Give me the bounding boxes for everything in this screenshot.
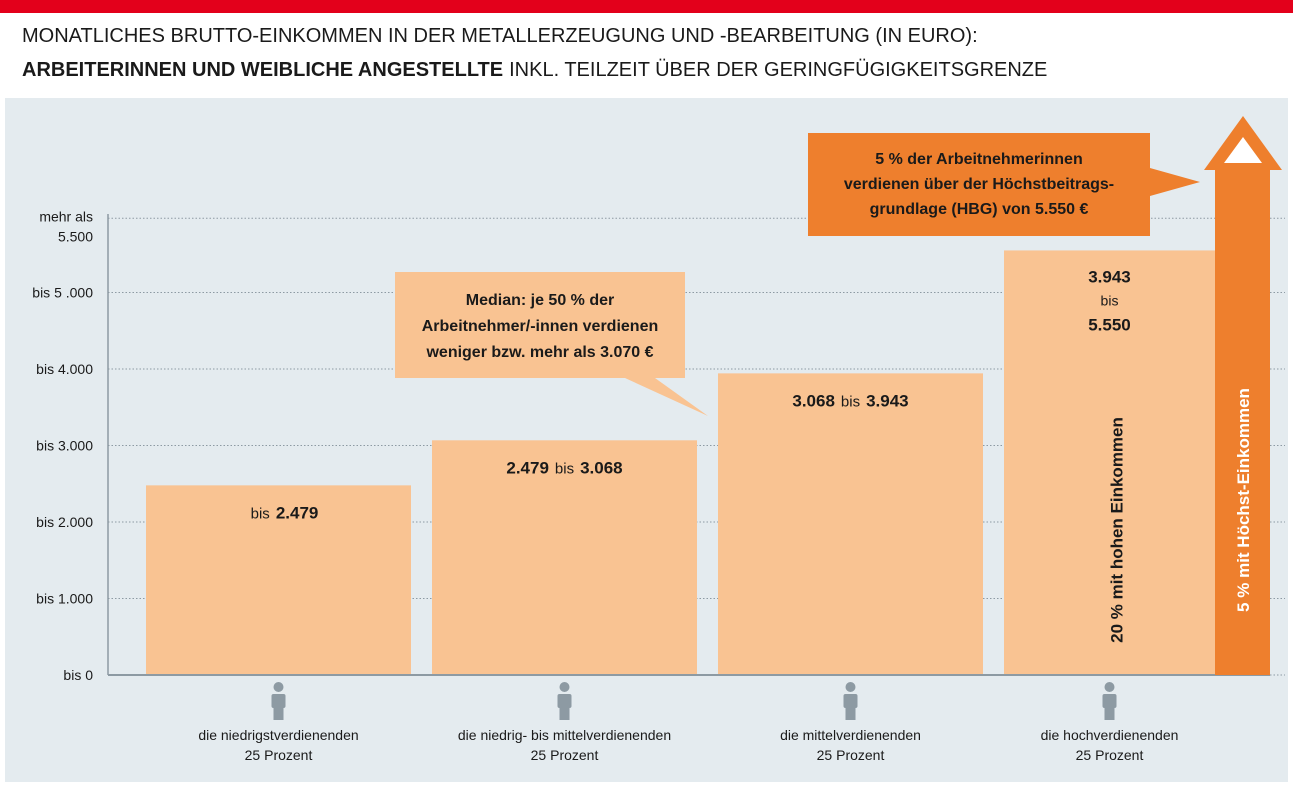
category-label: die hochverdienenden bbox=[1041, 727, 1179, 743]
person-icon bbox=[559, 682, 570, 692]
median-note: Median: je 50 % der bbox=[466, 292, 615, 309]
bar-label-to: 3.068 bbox=[580, 458, 623, 477]
top-arrow-shaft bbox=[1215, 168, 1270, 675]
bar-label-from: 3.943 bbox=[1088, 267, 1131, 286]
bar bbox=[432, 440, 697, 675]
person-icon bbox=[845, 682, 856, 692]
title: MONATLICHES BRUTTO-EINKOMMEN IN DER META… bbox=[22, 25, 978, 47]
subtitle-bold: ARBEITERINNEN UND WEIBLICHE ANGESTELLTE bbox=[22, 59, 503, 81]
category-label: die mittelverdienenden bbox=[780, 727, 921, 743]
subtitle-rest: INKL. TEILZEIT ÜBER DER GERINGFÜGIGKEITS… bbox=[509, 59, 1047, 81]
annotations: Median: je 50 % der Arbeitnehmer/-innen v… bbox=[395, 116, 1282, 675]
hbg-note: verdienen über der Höchstbeitrags- bbox=[844, 176, 1114, 193]
bar-label: bis 2.479 bbox=[251, 503, 319, 522]
y-tick-label: bis 0 bbox=[63, 667, 93, 683]
hbg-note: grundlage (HBG) von 5.550 € bbox=[870, 201, 1089, 218]
person-icon bbox=[559, 706, 570, 720]
top-arrow-inner bbox=[1224, 137, 1262, 163]
bar bbox=[146, 485, 411, 675]
top-label: 5 % mit Höchst-Einkommen bbox=[1234, 388, 1253, 612]
category-label: die niedrigstverdienenden bbox=[198, 727, 358, 743]
y-tick-label: bis 4.000 bbox=[36, 361, 93, 377]
person-icon bbox=[1102, 694, 1117, 708]
bar-label-word: bis bbox=[1101, 292, 1119, 308]
bar-label-to: 3.943 bbox=[866, 391, 909, 410]
person-icon bbox=[271, 694, 286, 708]
y-tick-label: bis 5 .000 bbox=[32, 285, 93, 301]
y-tick-label: bis 3.000 bbox=[36, 438, 93, 454]
y-tick-label: bis 1.000 bbox=[36, 591, 93, 607]
marks: bis 2.479 die niedrigstverdienenden 25 Proz… bbox=[108, 250, 1270, 763]
person-icon bbox=[1104, 682, 1115, 692]
person-icon bbox=[1104, 706, 1115, 720]
y-tick-label: mehr als bbox=[39, 208, 93, 224]
bar-label-from: 3.068 bbox=[792, 391, 835, 410]
bar-label-to: 2.479 bbox=[276, 503, 319, 522]
y-tick-label: bis 2.000 bbox=[36, 514, 93, 530]
category-label: 25 Prozent bbox=[531, 747, 599, 763]
person-icon bbox=[273, 682, 284, 692]
median-note: weniger bzw. mehr als 3.070 € bbox=[425, 344, 653, 361]
bar-label: 2.479 bis 3.068 bbox=[506, 458, 622, 477]
bar bbox=[718, 373, 983, 675]
bar-label-from: 2.479 bbox=[506, 458, 549, 477]
bar-label-to: 5.550 bbox=[1088, 315, 1131, 334]
category-label: 25 Prozent bbox=[817, 747, 885, 763]
median-callout bbox=[395, 272, 708, 416]
header bbox=[0, 13, 1293, 91]
bar-label-word: bis bbox=[555, 460, 574, 477]
group-label: 20 % mit hohen Einkommen bbox=[1108, 417, 1127, 643]
person-icon bbox=[273, 706, 284, 720]
category-label: 25 Prozent bbox=[245, 747, 313, 763]
top-bar bbox=[0, 0, 1293, 13]
bar-label-word: bis bbox=[251, 505, 270, 522]
bar bbox=[1004, 250, 1215, 676]
person-icon bbox=[843, 694, 858, 708]
hbg-callout bbox=[808, 133, 1200, 236]
hbg-note: 5 % der Arbeitnehmerinnen bbox=[875, 151, 1082, 168]
median-note: Arbeitnehmer/-innen verdienen bbox=[422, 318, 659, 335]
person-icon bbox=[845, 706, 856, 720]
category-label: die niedrig- bis mittelverdienenden bbox=[458, 727, 671, 743]
category-label: 25 Prozent bbox=[1076, 747, 1144, 763]
y-tick-label: 5.500 bbox=[58, 228, 93, 244]
person-icon bbox=[557, 694, 572, 708]
bar-label-word: bis bbox=[841, 393, 860, 410]
bar-label: 3.068 bis 3.943 bbox=[792, 391, 908, 410]
subtitle: ARBEITERINNEN UND WEIBLICHE ANGESTELLTE I… bbox=[22, 59, 1047, 81]
